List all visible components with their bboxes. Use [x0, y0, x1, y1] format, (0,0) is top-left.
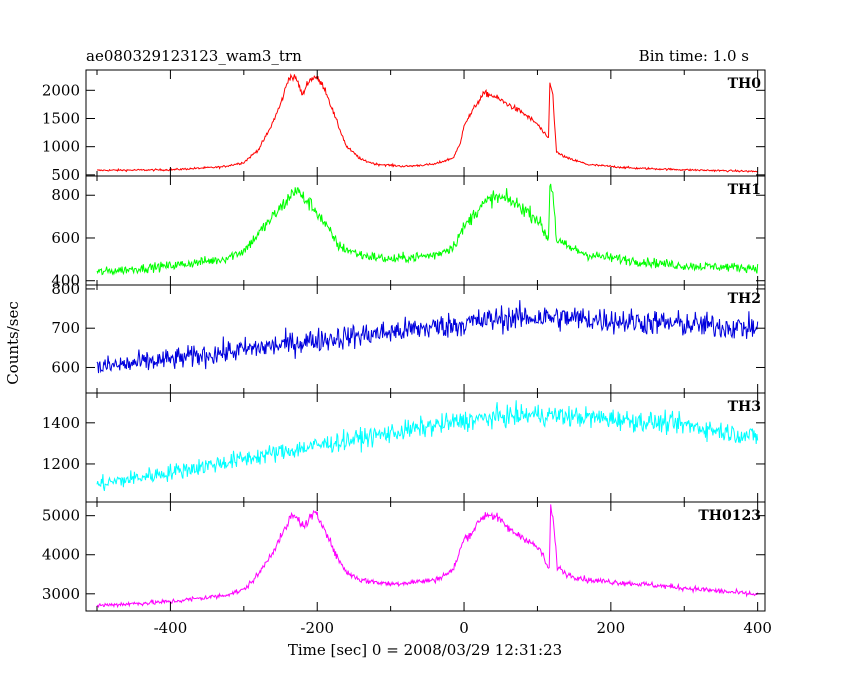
y-tick-label: 600 — [51, 229, 80, 247]
y-tick-label: 800 — [51, 280, 80, 298]
panel-frame-th1 — [85, 175, 766, 286]
series-line-th1 — [96, 183, 759, 276]
panel-label-th0: TH0 — [728, 76, 762, 92]
series-line-th0 — [96, 73, 758, 173]
y-tick-label: 1400 — [42, 414, 80, 432]
y-tick-label: 400 — [51, 272, 80, 290]
y-tick-label: 2000 — [42, 81, 80, 99]
y-tick-label: 1000 — [42, 138, 80, 156]
y-tick-label: 500 — [51, 166, 80, 184]
panel-frame-th0 — [85, 69, 766, 177]
y-tick-label: 4000 — [42, 546, 80, 564]
panel-frame-th0123 — [85, 501, 766, 612]
panel-frame-th3 — [85, 392, 766, 503]
chart-title: ae080329123123_wam3_trn — [86, 47, 302, 65]
series-line-th0123 — [96, 504, 759, 609]
y-tick-label: 1500 — [42, 109, 80, 127]
panel-label-th1: TH1 — [728, 182, 761, 198]
x-tick-label: 0 — [459, 619, 469, 637]
panel-label-th2: TH2 — [728, 291, 761, 307]
y-tick-label: 800 — [51, 186, 80, 204]
y-tick-label: 700 — [51, 319, 80, 337]
x-tick-label: 400 — [743, 619, 772, 637]
y-tick-label: 5000 — [42, 507, 80, 525]
panel-label-th3: TH3 — [728, 399, 761, 415]
y-tick-label: 3000 — [42, 585, 80, 603]
x-tick-label: 200 — [597, 619, 626, 637]
x-axis-label: Time [sec] 0 = 2008/03/29 12:31:23 — [288, 641, 562, 659]
panel-label-th0123: TH0123 — [698, 508, 761, 524]
series-line-th2 — [96, 300, 759, 374]
y-tick-label: 600 — [51, 358, 80, 376]
y-axis-label: Counts/sec — [4, 301, 22, 385]
panel-frame-th2 — [85, 284, 766, 394]
x-tick-label: -400 — [154, 619, 188, 637]
y-tick-label: 1200 — [42, 455, 80, 473]
x-tick-label: -200 — [300, 619, 334, 637]
bin-time-label: Bin time: 1.0 s — [639, 47, 749, 65]
series-line-th3 — [96, 400, 759, 492]
